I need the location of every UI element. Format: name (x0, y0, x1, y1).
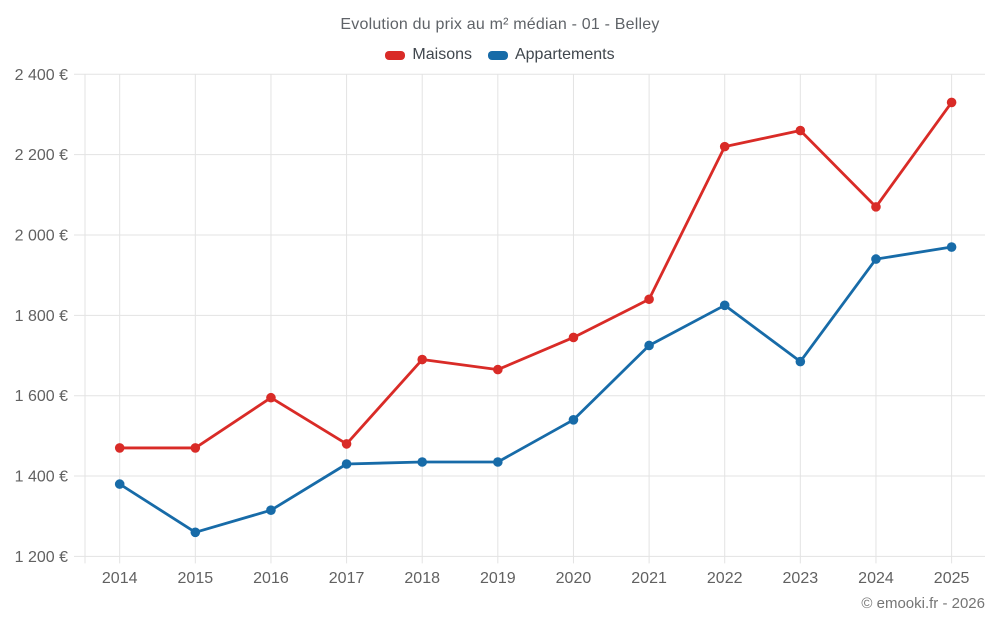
legend-label-maisons: Maisons (412, 46, 472, 63)
y-axis-tick-label: 2 200 € (15, 147, 68, 164)
x-axis-tick-label: 2014 (102, 570, 138, 587)
data-point-maisons-2016[interactable] (266, 392, 276, 403)
x-axis-tick-label: 2024 (858, 570, 894, 587)
y-axis-tick-label: 2 400 € (15, 67, 68, 84)
data-point-appartements-2025[interactable] (946, 242, 957, 252)
data-point-maisons-2018[interactable] (417, 354, 428, 365)
legend-item-appartements[interactable]: Appartements (487, 46, 615, 64)
data-point-maisons-2019[interactable] (493, 364, 503, 375)
data-point-maisons-2024[interactable] (871, 202, 881, 212)
appartements-line (118, 245, 953, 534)
y-axis-tick-label: 1 400 € (15, 469, 68, 486)
data-point-appartements-2018[interactable] (417, 457, 428, 467)
data-point-maisons-2022[interactable] (719, 141, 730, 152)
data-point-appartements-2015[interactable] (190, 527, 201, 538)
x-axis-tick-label: 2016 (253, 570, 289, 587)
data-point-appartements-2017[interactable] (341, 459, 352, 469)
data-point-appartements-2020[interactable] (568, 415, 579, 425)
x-axis-tick-label: 2020 (556, 570, 592, 587)
y-axis-tick-label: 1 800 € (15, 308, 68, 325)
x-axis-tick-label: 2018 (404, 570, 440, 587)
data-point-maisons-2020[interactable] (568, 332, 579, 343)
data-point-maisons-2014[interactable] (114, 443, 125, 453)
x-axis-tick-label: 2022 (707, 570, 743, 587)
y-axis-tick-label: 1 200 € (15, 549, 68, 566)
y-axis-tick-label: 1 600 € (15, 388, 68, 405)
data-point-appartements-2016[interactable] (266, 505, 276, 515)
x-axis-tick-label: 2019 (480, 570, 516, 587)
y-axis-tick-label: 2 000 € (15, 228, 68, 245)
data-point-appartements-2019[interactable] (493, 457, 503, 467)
x-axis-tick-label: 2015 (178, 570, 214, 587)
data-point-maisons-2015[interactable] (190, 443, 201, 453)
data-point-maisons-2025[interactable] (946, 97, 957, 108)
maisons-legend-swatch-icon (385, 50, 406, 60)
x-axis-tick-label: 2025 (934, 570, 970, 587)
data-point-appartements-2024[interactable] (871, 254, 881, 264)
data-point-appartements-2021[interactable] (644, 340, 654, 351)
x-axis-tick-label: 2017 (329, 570, 365, 587)
chart-title: Evolution du prix au m² médian - 01 - Be… (340, 16, 660, 33)
legend-label-appartements: Appartements (514, 46, 615, 63)
data-point-maisons-2023[interactable] (795, 125, 806, 136)
copyright-watermark: © emooki.fr - 2026 (861, 595, 985, 612)
x-axis-tick-label: 2021 (631, 570, 667, 587)
data-point-appartements-2023[interactable] (795, 356, 806, 367)
data-point-appartements-2022[interactable] (719, 300, 730, 311)
chart-legend: Maisons Appartements (0, 46, 1000, 64)
maisons-line (118, 101, 953, 450)
data-point-maisons-2021[interactable] (644, 294, 654, 305)
appartements-legend-swatch-icon (487, 50, 508, 60)
x-axis-tick-label: 2023 (783, 570, 819, 587)
data-point-maisons-2017[interactable] (341, 439, 352, 449)
legend-item-maisons[interactable]: Maisons (385, 46, 472, 64)
data-point-appartements-2014[interactable] (114, 479, 125, 489)
